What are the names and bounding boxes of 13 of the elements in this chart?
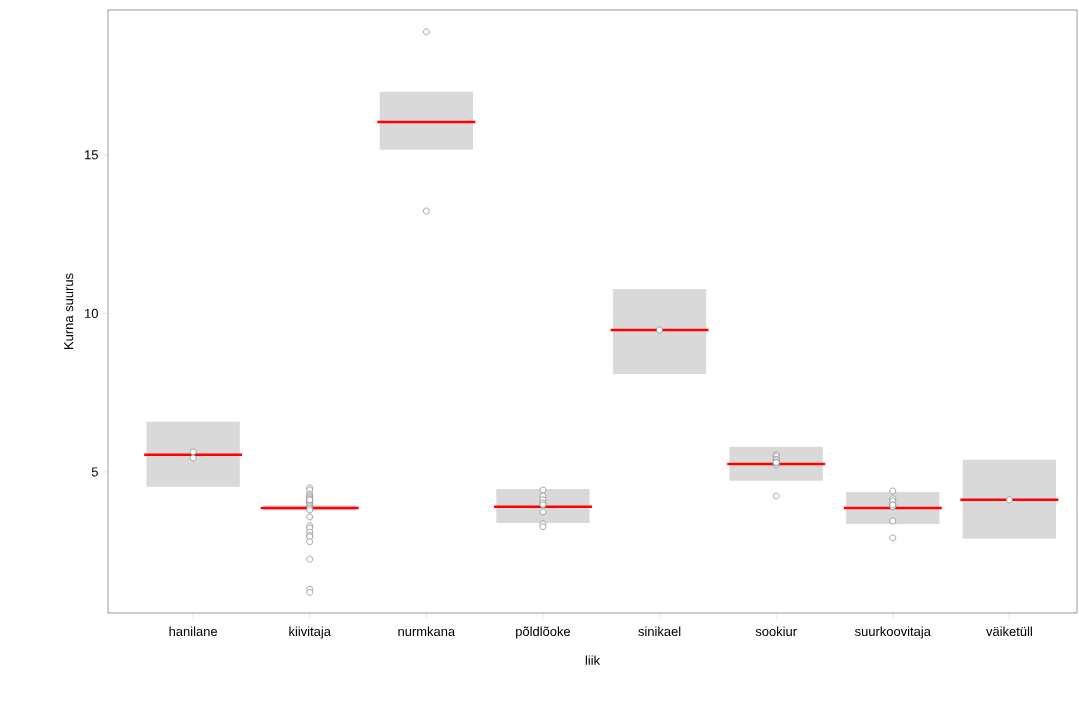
x-tick-label: suurkoovitaja [854, 626, 931, 639]
y-axis-title: Kurna suurus [64, 273, 74, 349]
x-tick-label: põldlõoke [516, 626, 571, 639]
x-tick-label: nurmkana [398, 626, 456, 637]
x-tick-label: väiketüll [986, 626, 1032, 637]
x-tick-label: kiivitaja [289, 626, 331, 639]
x-axis-title: liik [585, 655, 601, 665]
x-tick-label: hanilane [169, 626, 218, 637]
y-tick-label: 10 [85, 308, 98, 318]
y-tick-label: 15 [85, 150, 98, 160]
y-tick-label: 5 [91, 467, 98, 477]
x-tick-label: sinikael [638, 626, 681, 637]
x-tick-label: sookiur [755, 626, 797, 637]
